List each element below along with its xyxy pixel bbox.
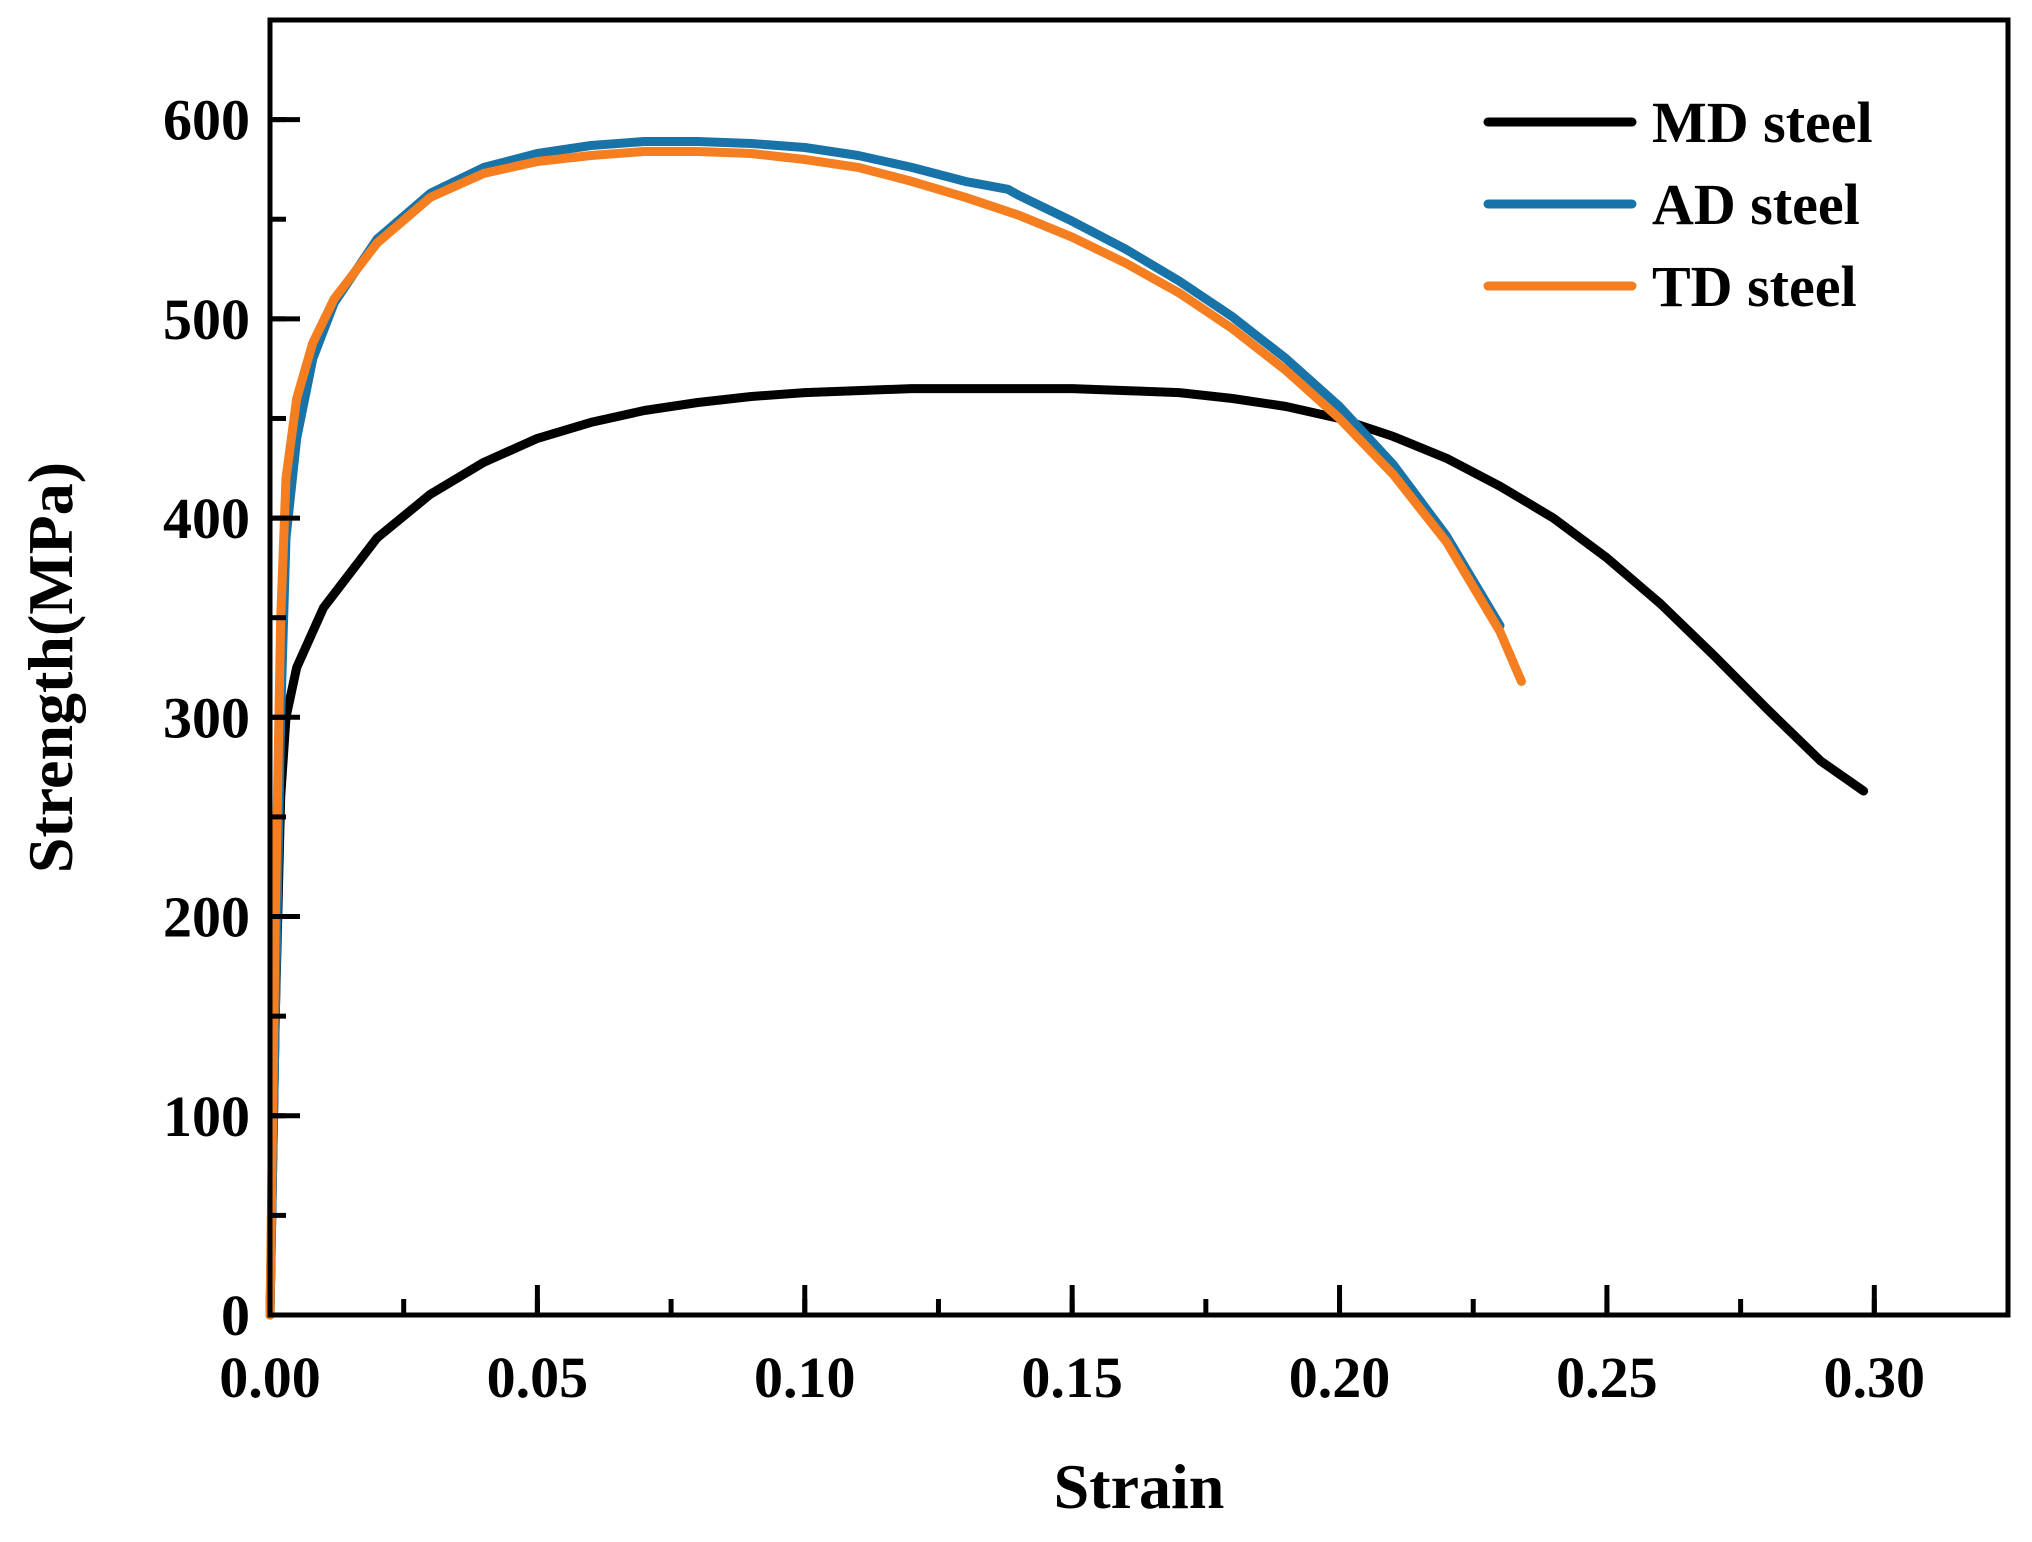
y-tick-label: 200 xyxy=(163,885,250,950)
x-tick-label: 0.25 xyxy=(1556,1345,1658,1410)
y-tick-label: 0 xyxy=(221,1283,250,1348)
legend-label: TD steel xyxy=(1652,254,1857,319)
x-tick-label: 0.05 xyxy=(487,1345,589,1410)
y-axis-ticks: 0 100 200 300 400 500 600 xyxy=(163,17,300,1348)
y-tick-label: 400 xyxy=(163,486,250,551)
series-line-td-steel xyxy=(265,147,1526,1320)
x-axis-title: Strain xyxy=(1054,1451,1225,1522)
x-tick-label: 0.00 xyxy=(219,1345,321,1410)
x-tick-label: 0.15 xyxy=(1021,1345,1123,1410)
y-tick-label: 500 xyxy=(163,287,250,352)
x-tick-label: 0.10 xyxy=(754,1345,856,1410)
x-tick-label: 0.20 xyxy=(1289,1345,1391,1410)
y-tick-label: 600 xyxy=(163,88,250,153)
y-tick-label: 100 xyxy=(163,1084,250,1149)
y-tick-label: 300 xyxy=(163,685,250,750)
data-curves xyxy=(265,137,1869,1320)
legend-label: MD steel xyxy=(1652,90,1873,155)
series-line-md-steel xyxy=(265,384,1869,1320)
plot-frame xyxy=(267,17,2011,1318)
legend-label: AD steel xyxy=(1652,172,1860,237)
x-axis-ticks: 0.00 0.05 0.10 0.15 0.20 0.25 0.30 xyxy=(219,1285,2011,1410)
y-axis-title: Strength(MPa) xyxy=(15,462,86,873)
series-line-ad-steel xyxy=(265,137,1505,1320)
legend: MD steel AD steel TD steel xyxy=(1483,90,1873,319)
x-tick-label: 0.30 xyxy=(1824,1345,1926,1410)
